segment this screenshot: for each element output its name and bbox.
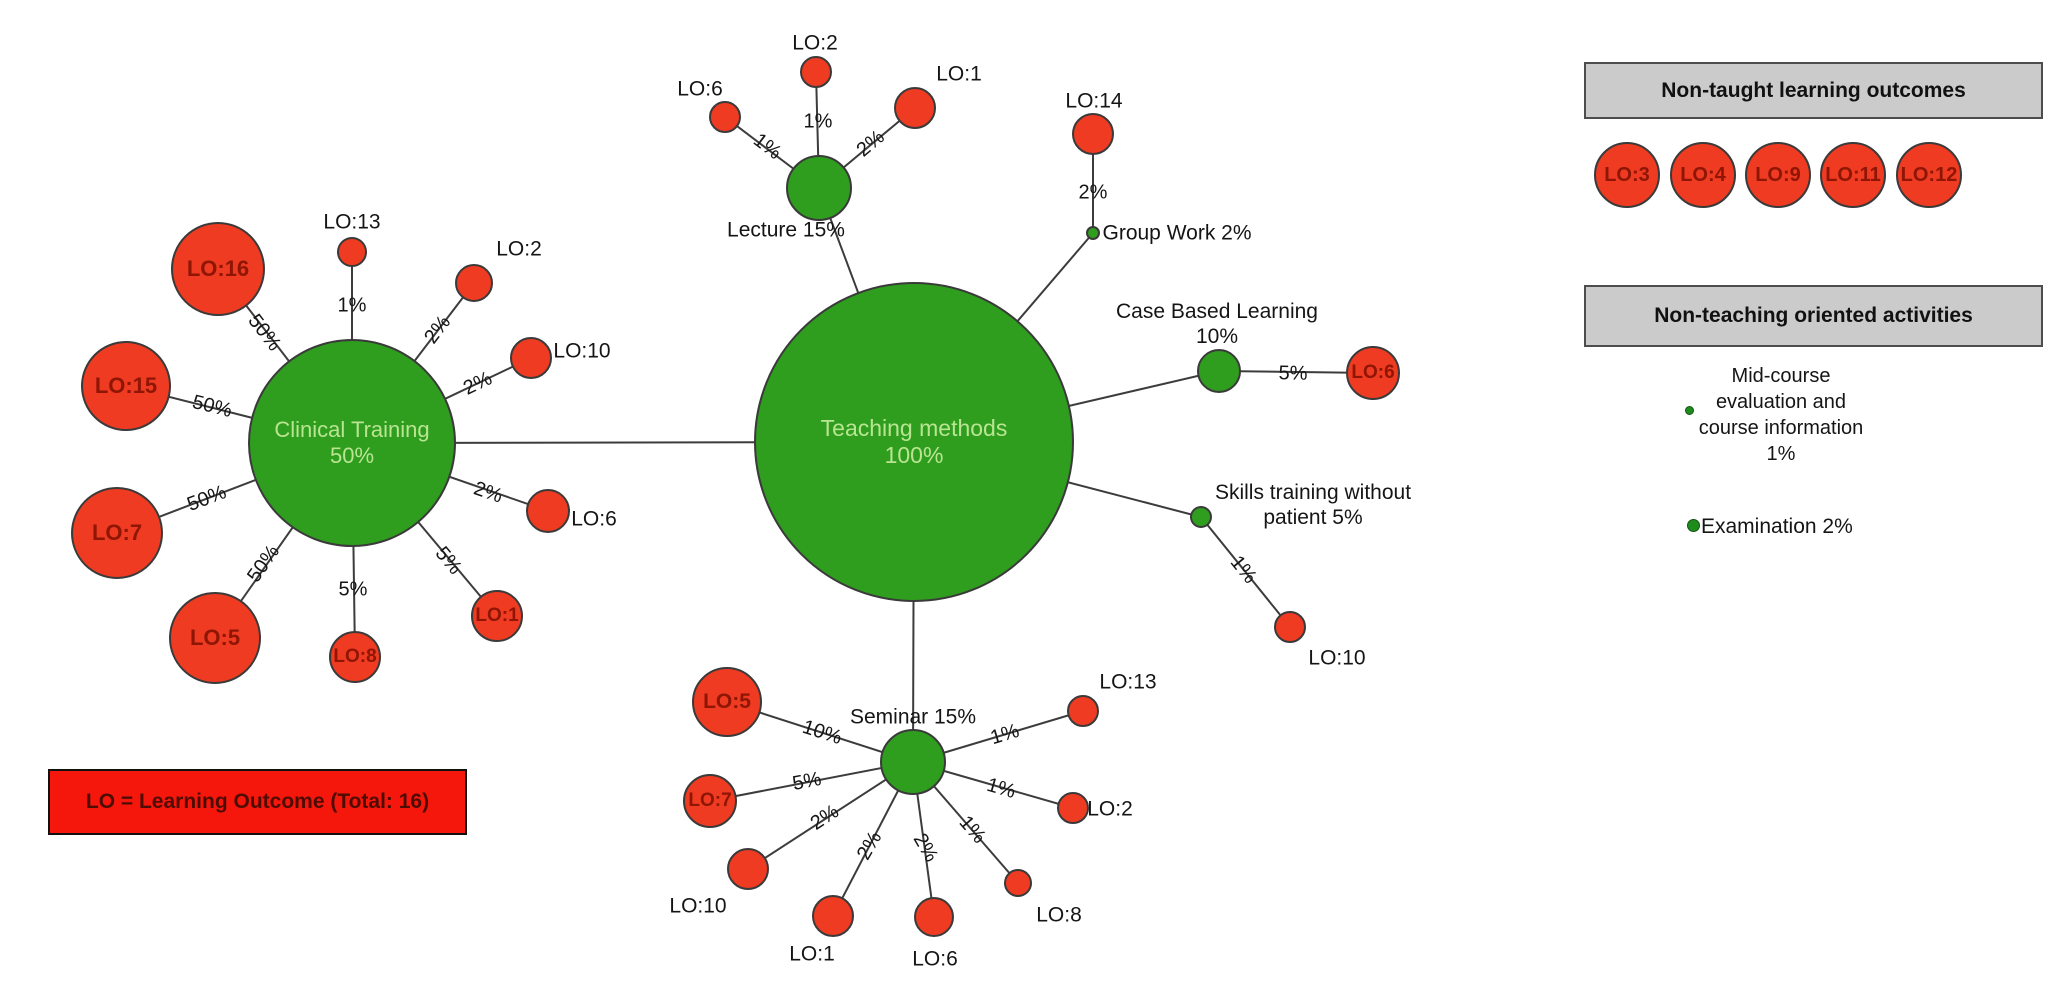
- node-cl-lo6: [526, 489, 570, 533]
- non-taught-outcome-label: LO:9: [1755, 163, 1801, 186]
- examination-dot: [1687, 519, 1700, 532]
- node-label-sem-lo10: LO:10: [669, 894, 727, 918]
- node-clinical: Clinical Training 50%: [248, 339, 456, 547]
- node-skills: [1190, 506, 1212, 528]
- non-teaching-header: Non-teaching oriented activities: [1584, 285, 2043, 347]
- examination-text: Examination 2%: [1701, 515, 1853, 538]
- node-sem-lo13: [1067, 695, 1099, 727]
- node-label-cl-lo6: LO:6: [571, 507, 617, 531]
- non-taught-title: Non-taught learning outcomes: [1661, 78, 1966, 102]
- node-label-cl-lo13: LO:13: [323, 210, 381, 234]
- node-label-groupwork: Group Work 2%: [1102, 221, 1252, 245]
- node-label-gw-lo14: LO:14: [1065, 89, 1123, 113]
- non-taught-outcome-label: LO:4: [1680, 163, 1726, 186]
- node-cl-lo13: [337, 237, 367, 267]
- node-lec-lo2: [800, 56, 832, 88]
- node-label-lec-lo1: LO:1: [936, 62, 982, 86]
- node-label-lecture: Lecture 15%: [727, 218, 845, 242]
- node-label-sem-lo1: LO:1: [789, 942, 835, 966]
- node-label-seminar: Seminar 15%: [849, 705, 977, 729]
- node-label-cl-lo2: LO:2: [496, 237, 542, 261]
- mid-course-text: Mid-course evaluation and course informati…: [1698, 365, 1864, 465]
- edge-seminar-sem-lo7: [709, 761, 914, 802]
- non-taught-outcome-label: LO:12: [1900, 163, 1958, 186]
- node-label-sem-lo6: LO:6: [912, 947, 958, 971]
- node-label-lec-lo2: LO:2: [792, 31, 838, 55]
- non-taught-outcome-lo9: LO:9: [1745, 142, 1811, 208]
- node-cbl: [1197, 349, 1241, 393]
- node-label-cbl: Case Based Learning 10%: [1116, 300, 1318, 348]
- node-sk-lo10: [1274, 611, 1306, 643]
- node-label-sem-lo13: LO:13: [1099, 670, 1157, 694]
- edge-skills-sk-lo10: [1200, 516, 1291, 628]
- node-sem-lo2: [1057, 792, 1089, 824]
- node-sem-lo8: [1004, 869, 1032, 897]
- node-sem-lo10: [727, 848, 769, 890]
- non-teaching-title: Non-teaching oriented activities: [1654, 304, 1973, 327]
- non-taught-header: Non-taught learning outcomes: [1584, 62, 2043, 119]
- node-sem-lo6: [914, 897, 954, 937]
- node-cl-lo10: [510, 337, 552, 379]
- node-teaching: Teaching methods 100%: [754, 282, 1074, 602]
- node-label-sem-lo2: LO:2: [1087, 797, 1133, 821]
- edge-label-lecture-lec-lo2: 1%: [803, 110, 833, 133]
- non-taught-outcome-lo3: LO:3: [1594, 142, 1660, 208]
- node-lecture: [786, 155, 852, 221]
- node-gw-lo14: [1072, 113, 1114, 155]
- node-label-cl-lo10: LO:10: [553, 339, 611, 363]
- legend-label: LO = Learning Outcome (Total: 16): [85, 790, 430, 813]
- non-taught-outcome-label: LO:11: [1825, 163, 1881, 186]
- edge-label-clinical-cl-lo8: 5%: [338, 578, 368, 601]
- non-taught-outcome-lo12: LO:12: [1896, 142, 1962, 208]
- edge-label-groupwork-gw-lo14: 2%: [1078, 181, 1108, 204]
- node-label-sk-lo10: LO:10: [1308, 646, 1366, 670]
- node-label-lec-lo6: LO:6: [677, 77, 723, 101]
- non-taught-outcome-lo11: LO:11: [1820, 142, 1886, 208]
- non-taught-outcome-lo4: LO:4: [1670, 142, 1736, 208]
- node-groupwork: [1086, 226, 1100, 240]
- node-lec-lo1: [894, 87, 936, 129]
- node-seminar: [880, 729, 946, 795]
- non-taught-outcome-label: LO:3: [1604, 163, 1650, 186]
- node-label-skills: Skills training without patient 5%: [1214, 481, 1412, 529]
- mid-course-dot: [1685, 406, 1694, 415]
- node-cl-lo2: [455, 264, 493, 302]
- edge-label-clinical-cl-lo13: 1%: [337, 294, 367, 317]
- node-label-sem-lo8: LO:8: [1036, 903, 1082, 927]
- node-lec-lo6: [709, 101, 741, 133]
- legend-box: LO = Learning Outcome (Total: 16): [48, 769, 467, 835]
- node-sem-lo1: [812, 895, 854, 937]
